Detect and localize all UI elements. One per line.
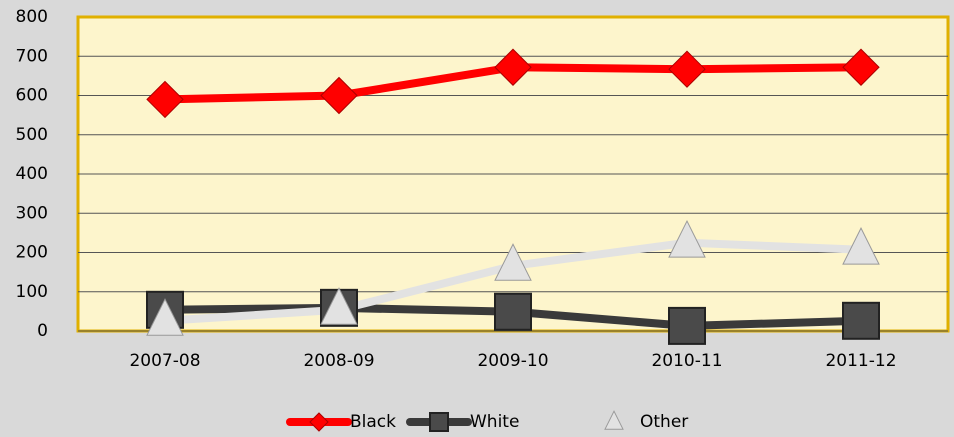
legend-label: Black: [350, 412, 396, 432]
marker: [668, 219, 706, 258]
marker: [320, 76, 358, 115]
x-tick-label: 2011-12: [825, 351, 896, 371]
y-tick-label: 300: [16, 203, 48, 223]
x-tick-label: 2009-10: [477, 351, 548, 371]
legend-marker: [604, 410, 624, 430]
marker: [842, 301, 880, 340]
x-tick-label: 2010-11: [651, 351, 722, 371]
marker: [320, 287, 358, 325]
x-tick-label: 2008-09: [303, 351, 374, 371]
marker: [494, 48, 532, 86]
legend-label: Other: [640, 412, 688, 432]
y-tick-label: 100: [16, 282, 48, 302]
y-tick-label: 0: [37, 321, 48, 341]
marker: [668, 50, 706, 88]
legend-label: White: [470, 412, 519, 432]
x-tick-label: 2007-08: [129, 351, 200, 371]
marker: [842, 48, 880, 86]
y-tick-label: 200: [16, 243, 48, 263]
legend-marker: [429, 412, 449, 432]
marker: [146, 80, 184, 119]
marker: [668, 306, 706, 345]
marker: [842, 227, 880, 265]
marker: [494, 292, 532, 331]
marker: [146, 298, 184, 336]
y-tick-label: 400: [16, 164, 48, 184]
y-tick-label: 600: [16, 86, 48, 106]
y-tick-label: 700: [16, 46, 48, 66]
y-tick-label: 500: [16, 125, 48, 145]
legend-marker: [309, 412, 329, 432]
marker: [494, 243, 532, 281]
y-tick-label: 800: [16, 7, 48, 27]
